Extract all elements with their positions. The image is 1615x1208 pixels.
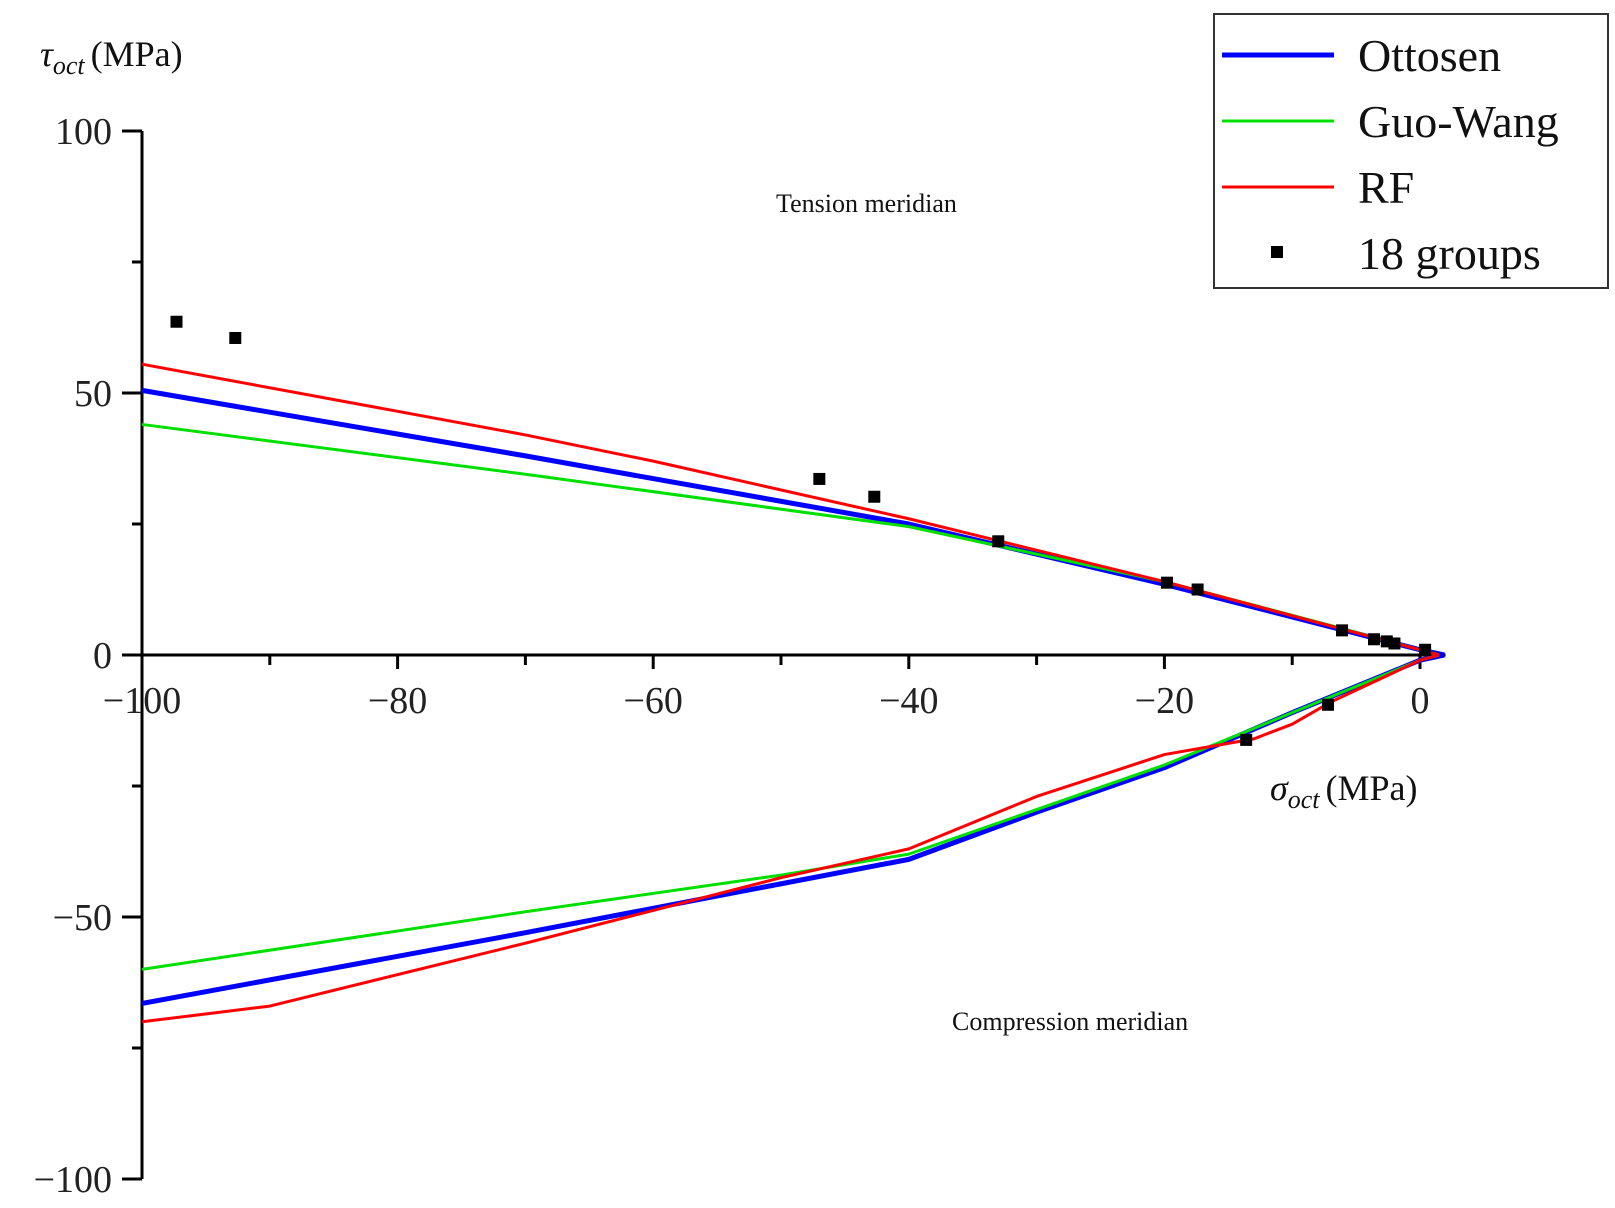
data-point bbox=[1160, 576, 1173, 589]
data-point bbox=[813, 472, 826, 485]
legend-swatch-3 bbox=[1271, 246, 1283, 258]
x-axis-label: σoct (MPa) bbox=[1270, 768, 1418, 814]
series-lines bbox=[141, 362, 1445, 1024]
compression-meridian-label: Compression meridian bbox=[952, 1007, 1188, 1036]
y-tick-label: 100 bbox=[55, 111, 112, 153]
data-point bbox=[1367, 633, 1380, 646]
x-tick-label: −20 bbox=[1135, 680, 1194, 722]
legend: Ottosen Guo-Wang RF 18 groups bbox=[1213, 13, 1609, 289]
series-guo-wang-compression bbox=[141, 653, 1440, 971]
legend-label-3: 18 groups bbox=[1358, 228, 1541, 279]
y-tick-label: −100 bbox=[34, 1159, 112, 1201]
series-ottosen-tension bbox=[141, 387, 1445, 658]
series-guo-wang-tension bbox=[141, 422, 1440, 657]
x-tick-label: −80 bbox=[368, 680, 427, 722]
data-point bbox=[1336, 624, 1349, 637]
data-point bbox=[992, 535, 1005, 548]
data-points bbox=[170, 315, 1432, 746]
x-tick-label: −100 bbox=[103, 680, 181, 722]
y-tick-label: −50 bbox=[53, 897, 112, 939]
y-axis-label: τoct (MPa) bbox=[40, 34, 183, 80]
tension-meridian-label: Tension meridian bbox=[776, 189, 957, 218]
series-rf-compression bbox=[141, 653, 1440, 1024]
y-tick-label: 50 bbox=[74, 373, 112, 415]
y-tick-label: 0 bbox=[93, 635, 112, 677]
x-tick-label: −40 bbox=[879, 680, 938, 722]
data-point bbox=[1419, 643, 1432, 656]
data-point bbox=[229, 331, 242, 344]
axes: 100 50 0 −50 −100 −100 −80 −60 −40 −20 0 bbox=[34, 111, 1446, 1201]
data-point bbox=[1321, 698, 1334, 711]
data-point bbox=[1240, 733, 1253, 746]
x-tick-label: 0 bbox=[1411, 680, 1430, 722]
series-ottosen-compression bbox=[141, 652, 1445, 1006]
x-tick-label: −60 bbox=[623, 680, 682, 722]
legend-label-0: Ottosen bbox=[1358, 30, 1501, 81]
data-point bbox=[868, 490, 881, 503]
legend-label-1: Guo-Wang bbox=[1358, 96, 1559, 147]
legend-label-2: RF bbox=[1358, 162, 1414, 213]
data-point bbox=[1191, 583, 1204, 596]
data-point bbox=[1388, 637, 1401, 650]
data-point bbox=[170, 315, 183, 328]
